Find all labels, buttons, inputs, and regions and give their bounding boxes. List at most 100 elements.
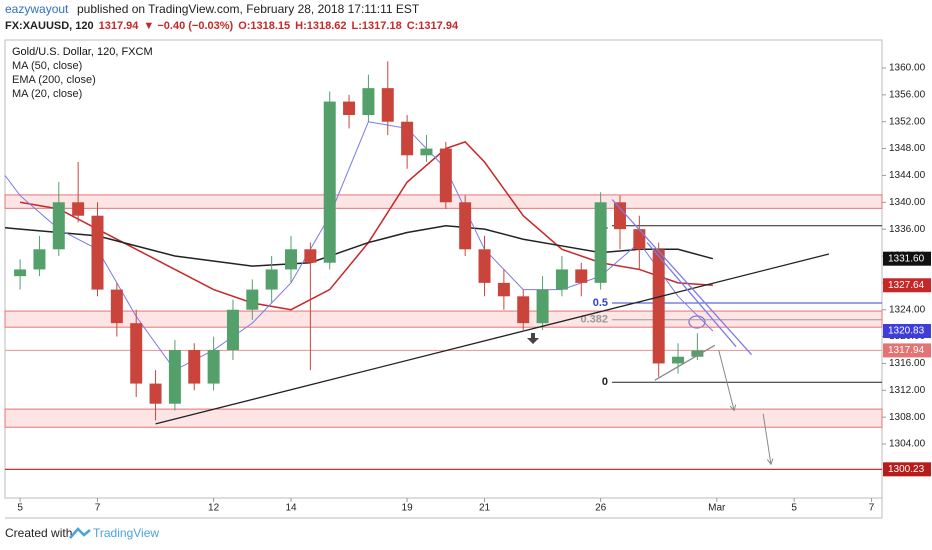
price-tag-label: 1317.94 — [888, 345, 925, 356]
candle-body — [323, 101, 336, 263]
candle-body — [304, 249, 317, 263]
quote-part: ▼ −0.40 (−0.03%) — [143, 20, 233, 32]
arrow-line — [762, 413, 772, 465]
candle-body — [72, 202, 85, 216]
zone — [4, 408, 883, 428]
x-tick-label: 7 — [95, 503, 101, 514]
arrow-head — [729, 404, 737, 412]
y-tick-label: 1316.00 — [889, 358, 926, 369]
fib-label: 0.382 — [580, 314, 608, 326]
y-tick-label: 1324.00 — [889, 304, 926, 315]
circle-marker — [688, 315, 706, 329]
price-tag-label: 1327.64 — [888, 280, 925, 291]
candle-body — [188, 350, 201, 384]
candle-body — [555, 269, 568, 290]
indicator-line — [4, 225, 714, 267]
candle-body — [652, 249, 665, 364]
quote-part: O:1318.15 — [238, 20, 290, 32]
candle-body — [343, 101, 356, 116]
candle-body — [633, 229, 646, 250]
x-tick-label: 7 — [869, 503, 875, 514]
candle-body — [691, 350, 704, 357]
candle-body — [594, 202, 607, 283]
y-tick-label: 1340.00 — [889, 197, 926, 208]
x-tick-label: 14 — [285, 503, 297, 514]
candle-body — [439, 148, 452, 203]
brand-logo — [69, 527, 91, 539]
fib-label: 0.5 — [593, 297, 608, 309]
candle-body — [226, 309, 239, 351]
arrow-line — [718, 349, 735, 411]
candle-body — [459, 202, 472, 250]
price-tag — [883, 278, 931, 293]
candle-body — [246, 289, 259, 310]
price-tag-label: 1300.23 — [888, 464, 925, 475]
candle-body — [110, 289, 123, 324]
quote-line: FX:XAUUSD, 120 1317.94 ▼ −0.40 (−0.03%) O:1… — [5, 20, 459, 32]
up-arrow-icon — [527, 333, 539, 344]
candle-body — [401, 121, 414, 156]
candle-body — [149, 383, 162, 404]
legend-entry: MA (50, close) — [12, 60, 82, 72]
y-tick-label: 1344.00 — [889, 170, 926, 181]
legend-entry: MA (20, close) — [12, 88, 82, 100]
trend-line — [155, 253, 830, 425]
x-tick-label: 19 — [402, 503, 414, 514]
candle-body — [130, 323, 143, 384]
quote-part: FX:XAUUSD, 120 — [5, 20, 94, 32]
legend-entry: EMA (200, close) — [12, 74, 96, 86]
x-tick-label: 5 — [17, 503, 23, 514]
arrow-head — [766, 458, 774, 466]
quote-part: 1317.94 — [99, 20, 140, 32]
quote-text: FX:XAUUSD, 120 1317.94 ▼ −0.40 (−0.03%) O:1… — [5, 20, 459, 32]
candle-body — [497, 282, 510, 297]
candle-body — [91, 215, 104, 290]
x-tick-label: 26 — [595, 503, 607, 514]
candle-body — [381, 88, 394, 122]
price-tag — [883, 343, 931, 358]
candle-body — [52, 202, 65, 250]
candle-body — [517, 296, 530, 324]
trend-line — [611, 199, 753, 356]
author[interactable]: eazywayout — [5, 2, 69, 16]
price-tag — [883, 251, 931, 266]
quote-part: H:1318.62 — [295, 20, 346, 32]
x-tick-label: 12 — [208, 503, 220, 514]
quote-part: C:1317.94 — [407, 20, 459, 32]
candle-body — [672, 356, 685, 364]
candle-body — [362, 88, 375, 116]
price-tag-label: 1320.83 — [888, 326, 925, 337]
footer-bg — [0, 522, 932, 550]
x-tick-label: Mar — [708, 503, 726, 514]
candle-body — [14, 269, 27, 277]
y-tick-label: 1308.00 — [889, 412, 926, 423]
candle-body — [265, 269, 278, 290]
candle-body — [420, 148, 433, 156]
quote-part: L:1317.18 — [352, 20, 402, 32]
indicator-line — [4, 121, 714, 371]
legend-entry: Gold/U.S. Dollar, 120, FXCM — [12, 46, 153, 58]
y-tick-label: 1360.00 — [889, 63, 926, 74]
candle-body — [536, 289, 549, 324]
candle-body — [33, 249, 46, 270]
y-tick-label: 1356.00 — [889, 89, 926, 100]
candle-body — [285, 249, 298, 270]
trend-line — [654, 344, 716, 381]
candle-body — [478, 249, 491, 283]
candle-body — [207, 350, 220, 384]
y-tick-label: 1312.00 — [889, 385, 926, 396]
price-tag — [883, 324, 931, 339]
y-tick-label: 1348.00 — [889, 143, 926, 154]
x-tick-label: 21 — [479, 503, 491, 514]
indicator-line — [19, 140, 713, 311]
footer-created: Created with — [5, 526, 72, 540]
published: published on TradingView.com, February 2… — [77, 2, 420, 16]
trend-line — [646, 242, 737, 348]
legend-bg — [8, 44, 148, 110]
footer-brand[interactable]: TradingView — [93, 526, 159, 540]
x-tick-label: 5 — [791, 503, 797, 514]
fib-label: 0 — [602, 376, 608, 388]
price-tag-label: 1331.60 — [888, 253, 925, 264]
legend: Gold/U.S. Dollar, 120, FXCM MA (50, close… — [8, 44, 153, 110]
